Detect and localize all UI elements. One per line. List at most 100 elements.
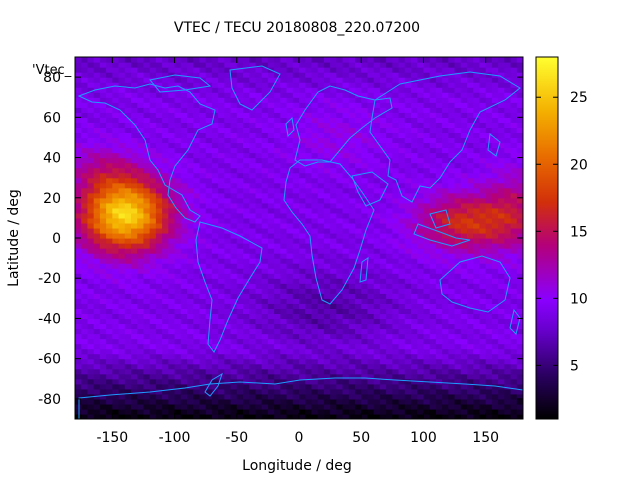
heatmap-cell [491, 182, 499, 189]
heatmap-cell [168, 303, 176, 309]
heatmap-cell [280, 137, 288, 144]
heatmap-cell [392, 162, 400, 169]
heatmap-cell [131, 217, 138, 224]
heatmap-cell [124, 62, 132, 68]
heatmap-cell [81, 202, 89, 209]
heatmap-cell [230, 373, 238, 380]
heatmap-cell [149, 383, 157, 390]
heatmap-cell [149, 222, 157, 229]
heatmap-cell [87, 413, 95, 419]
heatmap-cell [87, 197, 95, 204]
heatmap-cell [442, 313, 449, 320]
heatmap-cell [435, 243, 443, 249]
heatmap-cell [286, 388, 294, 395]
heatmap-cell [460, 358, 468, 365]
heatmap-cell [491, 192, 499, 199]
heatmap-cell [118, 122, 126, 128]
heatmap-cell [330, 373, 337, 380]
heatmap-cell [435, 373, 443, 380]
heatmap-cell [367, 102, 375, 108]
heatmap-cell [261, 393, 269, 400]
heatmap-cell [423, 132, 431, 139]
heatmap-cell [274, 368, 281, 375]
heatmap-cell [311, 72, 319, 78]
heatmap-cell [81, 403, 89, 410]
heatmap-cell [330, 243, 337, 249]
heatmap-cell [299, 248, 306, 254]
heatmap-cell [454, 202, 462, 209]
heatmap-cell [342, 227, 350, 234]
heatmap-cell [249, 92, 257, 98]
heatmap-cell [404, 273, 412, 279]
heatmap-cell [168, 398, 176, 405]
heatmap-cell [243, 328, 250, 335]
heatmap-cell [404, 92, 412, 98]
heatmap-cell [106, 358, 113, 365]
heatmap-cell [267, 238, 275, 244]
heatmap-cell [124, 147, 132, 154]
heatmap-cell [292, 72, 300, 78]
heatmap-cell [317, 127, 325, 134]
heatmap-cell [218, 172, 225, 179]
heatmap-cell [454, 77, 462, 83]
heatmap-cell [124, 383, 132, 390]
heatmap-cell [236, 162, 244, 169]
heatmap-cell [162, 202, 169, 209]
heatmap-cell [323, 303, 331, 309]
heatmap-cell [491, 187, 499, 194]
heatmap-cell [367, 368, 375, 375]
heatmap-cell [99, 152, 107, 159]
heatmap-cell [180, 363, 188, 370]
heatmap-cell [417, 207, 425, 214]
heatmap-cell [162, 87, 169, 93]
heatmap-cell [355, 57, 362, 63]
heatmap-cell [498, 72, 505, 78]
heatmap-cell [267, 403, 275, 410]
heatmap-cell [342, 67, 350, 73]
heatmap-cell [205, 227, 213, 234]
heatmap-cell [267, 232, 275, 239]
heatmap-cell [355, 142, 362, 149]
heatmap-cell [348, 313, 356, 320]
heatmap-cell [168, 232, 176, 239]
heatmap-cell [224, 217, 232, 224]
heatmap-cell [305, 222, 313, 229]
heatmap-cell [317, 82, 325, 88]
heatmap-cell [143, 92, 151, 98]
heatmap-cell [467, 358, 474, 365]
heatmap-cell [342, 308, 350, 315]
heatmap-cell [355, 398, 362, 405]
heatmap-cell [162, 358, 169, 365]
heatmap-cell [498, 227, 505, 234]
heatmap-cell [417, 217, 425, 224]
heatmap-cell [118, 157, 126, 164]
heatmap-cell [404, 298, 412, 304]
heatmap-cell [442, 288, 449, 294]
heatmap-cell [386, 263, 393, 269]
heatmap-cell [392, 207, 400, 214]
heatmap-cell [485, 57, 493, 63]
heatmap-cell [323, 353, 331, 360]
heatmap-cell [460, 278, 468, 284]
heatmap-cell [423, 217, 431, 224]
heatmap-cell [292, 182, 300, 189]
heatmap-cell [442, 248, 449, 254]
heatmap-cell [367, 227, 375, 234]
heatmap-cell [180, 57, 188, 63]
heatmap-cell [336, 187, 344, 194]
heatmap-cell [336, 333, 344, 340]
heatmap-cell [367, 298, 375, 304]
heatmap-cell [93, 107, 101, 113]
heatmap-cell [137, 403, 145, 410]
heatmap-cell [286, 408, 294, 415]
heatmap-cell [261, 77, 269, 83]
heatmap-cell [187, 182, 194, 189]
heatmap-cell [423, 212, 431, 219]
heatmap-cell [404, 378, 412, 385]
heatmap-cell [131, 398, 138, 405]
heatmap-cell [398, 107, 406, 113]
heatmap-cell [498, 328, 505, 335]
heatmap-cell [187, 227, 194, 234]
heatmap-cell [236, 253, 244, 259]
heatmap-cell [149, 57, 157, 63]
